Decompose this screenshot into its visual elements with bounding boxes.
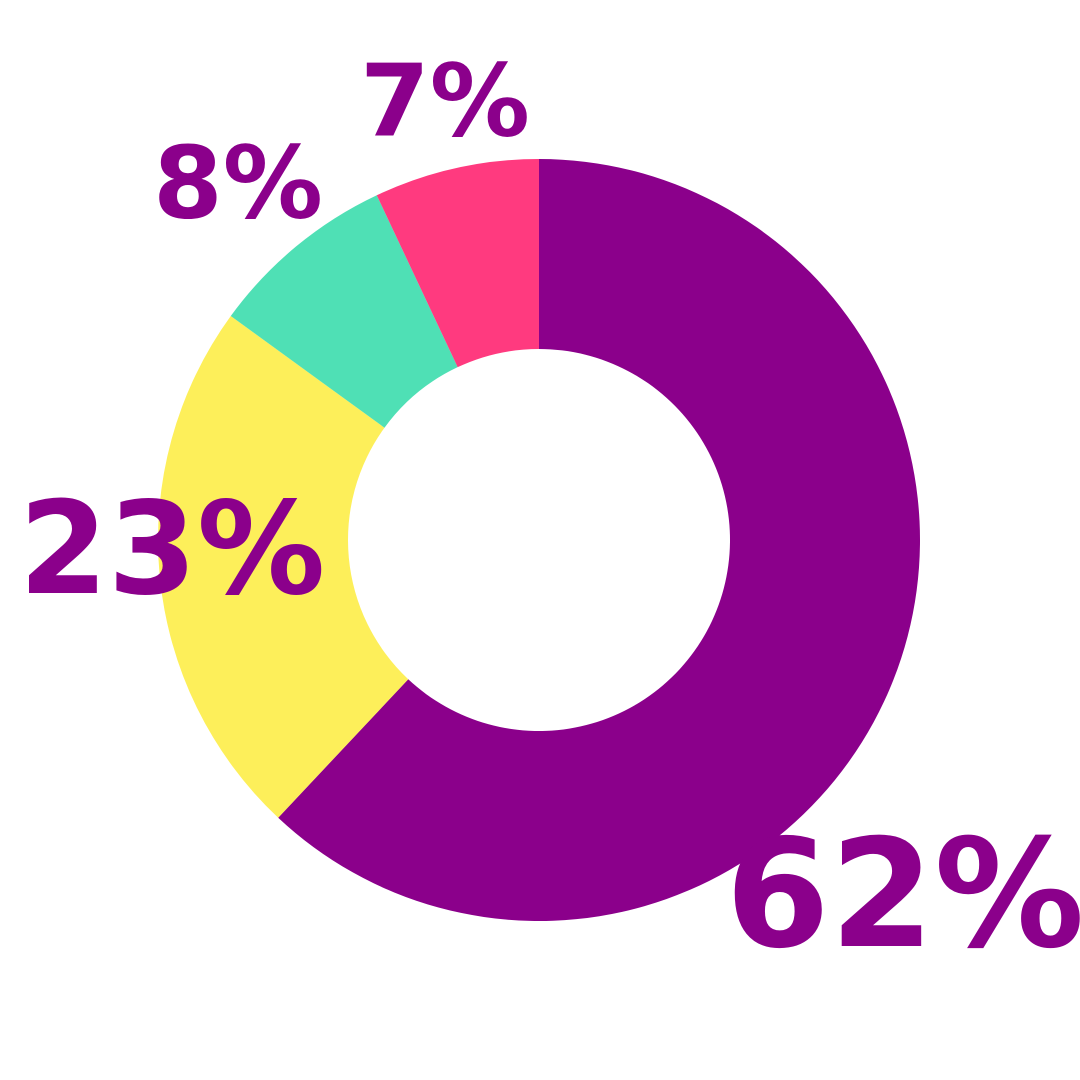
- donut-slice: [230, 195, 458, 428]
- slice-label: 8%: [153, 124, 323, 241]
- donut-slice: [157, 316, 409, 818]
- donut-slice: [278, 159, 921, 921]
- slice-label: 62%: [725, 808, 1080, 982]
- donut-slice: [376, 159, 539, 368]
- slice-label: 23%: [19, 475, 325, 624]
- slice-label: 7%: [360, 42, 530, 159]
